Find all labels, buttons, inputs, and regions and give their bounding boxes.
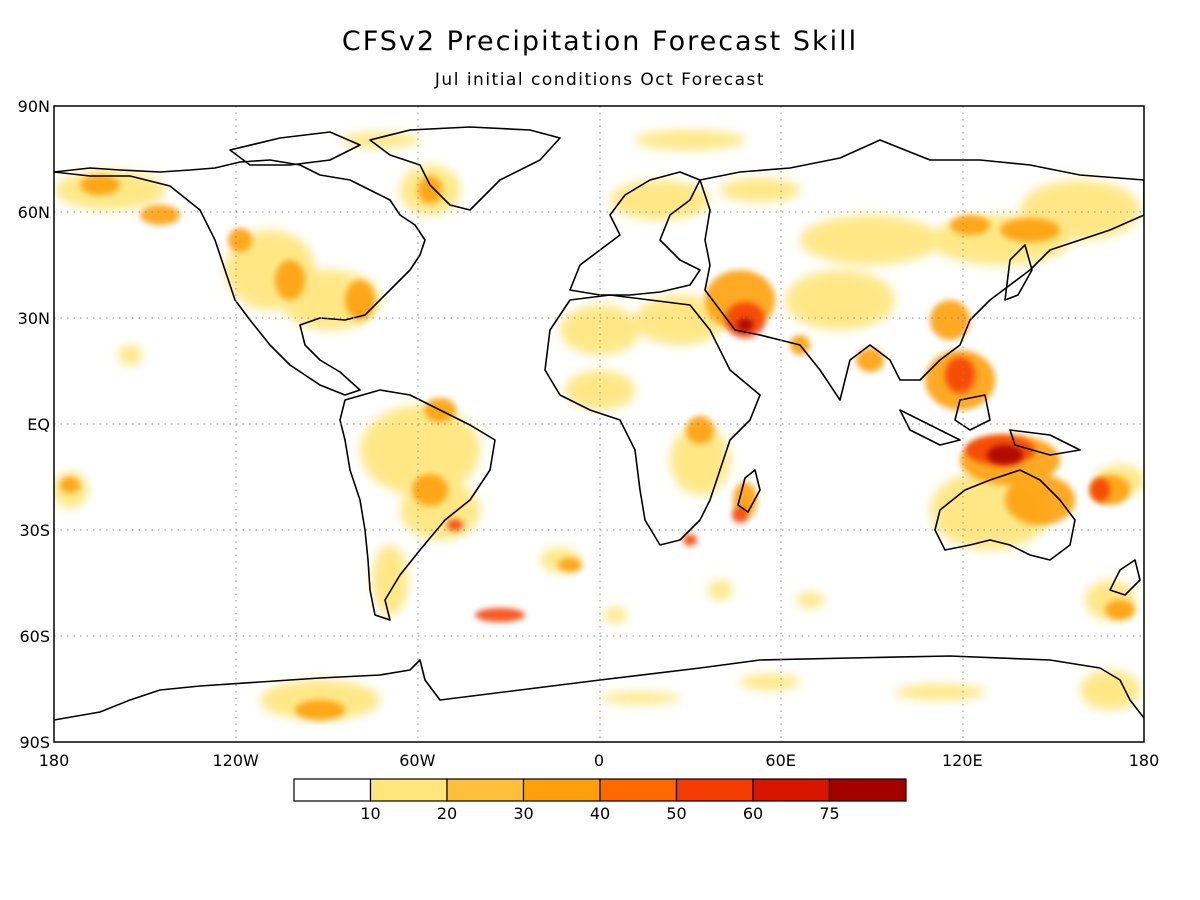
colorbar-label: 30 <box>513 804 533 823</box>
colorbar: 10 20 30 40 50 60 75 <box>293 778 907 823</box>
lon-label: 180 <box>1129 751 1160 770</box>
lat-label: 90N <box>18 97 50 116</box>
lat-label: EQ <box>27 415 50 434</box>
colorbar-swatch <box>522 778 601 802</box>
lon-label: 180 <box>39 751 70 770</box>
colorbar-swatch <box>599 778 678 802</box>
lat-label: 60N <box>18 203 50 222</box>
colorbar-swatch <box>293 778 372 802</box>
lon-label: 120W <box>212 751 259 770</box>
coastlines <box>54 126 1144 721</box>
colorbar-label: 40 <box>590 804 610 823</box>
lon-label: 120E <box>942 751 983 770</box>
lat-label: 90S <box>19 733 50 752</box>
colorbar-swatch <box>828 778 907 802</box>
colorbar-label: 20 <box>437 804 457 823</box>
colorbar-label: 75 <box>819 804 839 823</box>
longitude-labels: 180 120W 60W 0 60E 120E 180 <box>39 751 1160 770</box>
lat-label: 60S <box>19 627 50 646</box>
skill-shading <box>54 130 1144 720</box>
lon-label: 60E <box>765 751 795 770</box>
latitude-labels: 90N 60N 30N EQ 30S 60S 90S <box>18 97 50 752</box>
map-subtitle: Jul initial conditions Oct Forecast <box>434 70 766 90</box>
colorbar-swatch <box>446 778 525 802</box>
lon-label: 60W <box>399 751 435 770</box>
map-title: CFSv2 Precipitation Forecast Skill <box>341 26 859 57</box>
lat-label: 30N <box>18 309 50 328</box>
lon-label: 0 <box>594 751 604 770</box>
colorbar-swatch <box>369 778 448 802</box>
map-frame <box>53 105 1145 743</box>
colorbar-swatch <box>675 778 754 802</box>
colorbar-label: 50 <box>666 804 686 823</box>
colorbar-swatch <box>752 778 831 802</box>
lat-label: 30S <box>19 521 50 540</box>
colorbar-label: 10 <box>360 804 380 823</box>
colorbar-label: 60 <box>743 804 763 823</box>
